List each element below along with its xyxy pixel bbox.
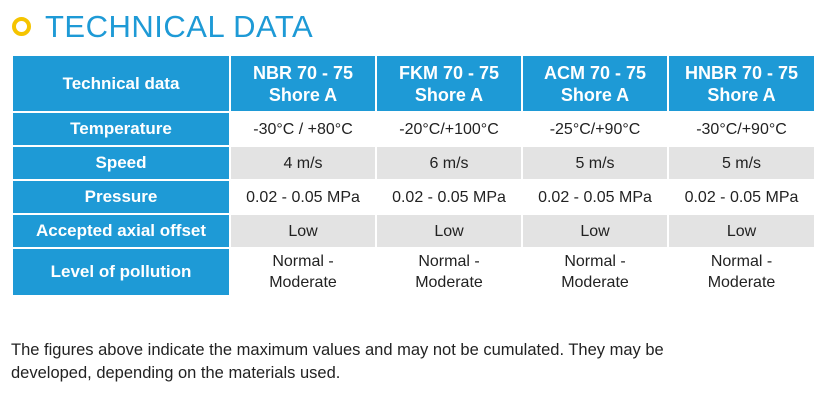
table-row-temperature: Temperature -30°C / +80°C -20°C/+100°C -… <box>11 111 816 147</box>
footnote-line: developed, depending on the materials us… <box>11 364 341 382</box>
table-header-row: Technical data NBR 70 - 75 Shore A FKM 70… <box>11 54 816 113</box>
table-cell: Normal - Moderate <box>375 247 523 297</box>
row-label: Temperature <box>11 111 231 147</box>
cell-line: Moderate <box>561 274 629 291</box>
column-header-material: HNBR 70 - 75 <box>684 62 799 83</box>
column-header-material: NBR 70 - 75 <box>252 62 354 83</box>
table-cell: Low <box>667 213 816 249</box>
table-cell: -20°C/+100°C <box>375 111 523 147</box>
table-cell: Low <box>521 213 669 249</box>
table-cell: -30°C/+90°C <box>667 111 816 147</box>
table-cell: 0.02 - 0.05 MPa <box>521 179 669 215</box>
heading-title: TECHNICAL DATA <box>45 8 314 44</box>
row-label: Speed <box>11 145 231 181</box>
footnote: The figures above indicate the maximum v… <box>11 339 821 385</box>
column-header-hnbr: HNBR 70 - 75 Shore A <box>667 54 816 113</box>
row-label: Level of pollution <box>11 247 231 297</box>
table-row-axial-offset: Accepted axial offset Low Low Low Low <box>11 213 816 249</box>
table-row-speed: Speed 4 m/s 6 m/s 5 m/s 5 m/s <box>11 145 816 181</box>
section-heading: TECHNICAL DATA <box>12 6 313 46</box>
bullet-circle-icon <box>12 16 31 36</box>
table-cell: 0.02 - 0.05 MPa <box>667 179 816 215</box>
column-header-hardness: Shore A <box>560 84 630 105</box>
corner-header: Technical data <box>11 54 231 113</box>
cell-line: Normal - <box>564 253 626 270</box>
column-header-material: FKM 70 - 75 <box>398 62 500 83</box>
column-header-material: ACM 70 - 75 <box>543 62 647 83</box>
table-cell: Normal - Moderate <box>521 247 669 297</box>
cell-line: Normal - <box>710 253 773 270</box>
table-cell: Low <box>375 213 523 249</box>
column-header-hardness: Shore A <box>268 84 338 105</box>
column-header-hardness: Shore A <box>414 84 484 105</box>
cell-line: Moderate <box>269 274 337 291</box>
table-cell: -25°C/+90°C <box>521 111 669 147</box>
technical-data-table: Technical data NBR 70 - 75 Shore A FKM 70… <box>11 54 816 297</box>
table-cell: Normal - Moderate <box>229 247 377 297</box>
column-header-nbr: NBR 70 - 75 Shore A <box>229 54 377 113</box>
table-cell: 6 m/s <box>375 145 523 181</box>
table-cell: 4 m/s <box>229 145 377 181</box>
cell-line: Moderate <box>707 274 776 291</box>
row-label: Accepted axial offset <box>11 213 231 249</box>
column-header-fkm: FKM 70 - 75 Shore A <box>375 54 523 113</box>
table-cell: 0.02 - 0.05 MPa <box>375 179 523 215</box>
table-row-pollution: Level of pollution Normal - Moderate Norm… <box>11 247 816 297</box>
table-cell: -30°C / +80°C <box>229 111 377 147</box>
table-cell: 5 m/s <box>667 145 816 181</box>
table-cell: Normal - Moderate <box>667 247 816 297</box>
footnote-line: The figures above indicate the maximum v… <box>11 341 664 359</box>
table-cell: 0.02 - 0.05 MPa <box>229 179 377 215</box>
row-label: Pressure <box>11 179 231 215</box>
cell-line: Normal - <box>272 253 334 270</box>
table-row-pressure: Pressure 0.02 - 0.05 MPa 0.02 - 0.05 MPa… <box>11 179 816 215</box>
table-cell: 5 m/s <box>521 145 669 181</box>
cell-line: Moderate <box>415 274 483 291</box>
column-header-hardness: Shore A <box>707 84 776 105</box>
table-cell: Low <box>229 213 377 249</box>
column-header-acm: ACM 70 - 75 Shore A <box>521 54 669 113</box>
cell-line: Normal - <box>418 253 480 270</box>
